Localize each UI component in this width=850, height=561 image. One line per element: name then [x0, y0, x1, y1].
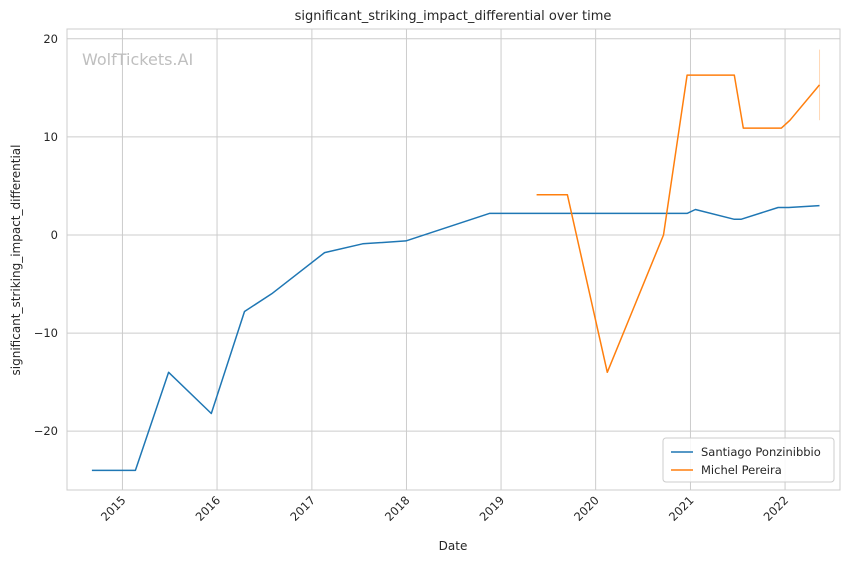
x-tick-label: 2019 [477, 493, 508, 524]
x-tick-label: 2016 [193, 493, 224, 524]
y-axis: −20 −10 0 10 20 [34, 32, 58, 438]
x-tick-label: 2022 [761, 493, 792, 524]
series-lines [91, 74, 821, 472]
x-tick-label: 2017 [287, 493, 318, 524]
y-tick-label: −10 [34, 326, 58, 340]
x-axis-label: Date [439, 539, 468, 553]
watermark-text: WolfTickets.AI [82, 50, 193, 69]
y-tick-label: 0 [51, 228, 58, 242]
legend-label: Santiago Ponzinibbio [701, 445, 821, 459]
plot-area [66, 28, 841, 491]
x-tick-label: 2020 [571, 493, 602, 524]
x-axis: 2015 2016 2017 2018 2019 2020 2021 2022 [98, 493, 791, 524]
series-line [536, 74, 821, 374]
x-tick-label: 2021 [666, 493, 697, 524]
y-tick-label: −20 [34, 424, 58, 438]
y-tick-label: 10 [43, 130, 58, 144]
legend: Santiago Ponzinibbio Michel Pereira [662, 437, 835, 483]
legend-label: Michel Pereira [701, 463, 782, 477]
y-tick-label: 20 [43, 32, 58, 46]
y-axis-label: significant_striking_impact_differential [9, 145, 23, 376]
series-line [91, 204, 820, 472]
grid [67, 29, 840, 490]
x-tick-label: 2015 [98, 493, 129, 524]
x-tick-label: 2018 [382, 493, 413, 524]
chart-title: significant_striking_impact_differential… [295, 9, 612, 24]
legend-box [662, 437, 835, 483]
